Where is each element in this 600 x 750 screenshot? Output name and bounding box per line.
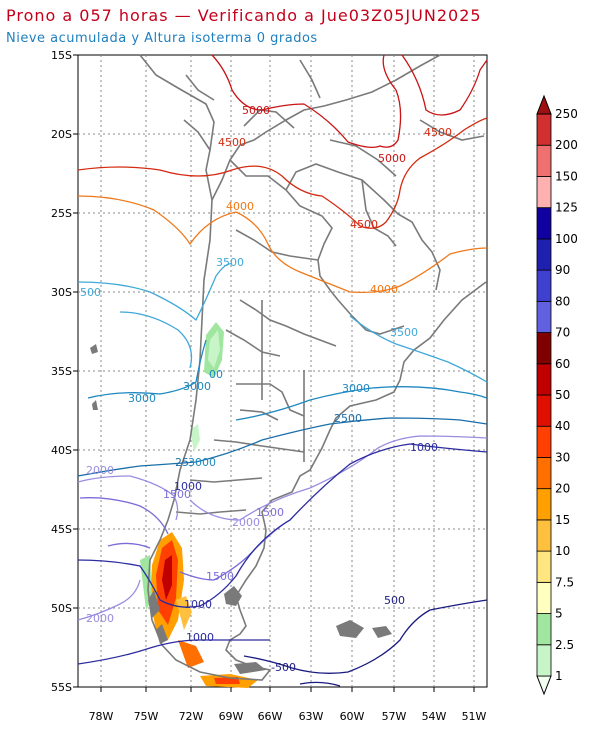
lon-label-60w: 60W <box>340 710 365 723</box>
label-5000-a: 5000 <box>242 104 270 117</box>
lon-label-78w: 78W <box>89 710 114 723</box>
label-2000-b: 2000 <box>232 516 260 529</box>
contour-2000 <box>77 475 179 521</box>
label-3000-a: 3000 <box>183 380 211 393</box>
lat-label-20s: 20S <box>51 128 72 141</box>
label-2500-b: 25 <box>175 456 189 469</box>
map-title: Prono a 057 horas — Verificando a Jue03Z… <box>6 6 482 25</box>
label-2000-c: 2000 <box>86 612 114 625</box>
contour-3500 <box>77 263 233 322</box>
contour-4000 <box>77 195 488 294</box>
label-1000-d: 1000 <box>186 631 214 644</box>
contour-3000 <box>87 339 207 399</box>
label-3000-c: 3000 <box>128 392 156 405</box>
label-2000-a: 2000 <box>86 464 114 477</box>
contour-4500 <box>77 117 488 229</box>
label-3500-b: 500 <box>80 286 101 299</box>
label-1500-a: 1500 <box>163 488 191 501</box>
isotherm-contours <box>77 54 488 687</box>
label-4500-c: 4500 <box>350 218 378 231</box>
label-4500-a: 4500 <box>218 136 246 149</box>
contour-5000 <box>211 54 402 148</box>
snow-shading <box>140 322 258 688</box>
lat-label-45s: 45S <box>51 523 72 536</box>
lon-label-63w: 63W <box>299 710 324 723</box>
contour-2500 <box>77 417 488 477</box>
lon-label-72w: 72W <box>179 710 204 723</box>
lat-label-35s: 35S <box>51 365 72 378</box>
label-1000-a: 1000 <box>174 480 202 493</box>
label-1000-b: 1000 <box>410 441 438 454</box>
label-500-b: -500 <box>271 661 296 674</box>
lat-label-30s: 30S <box>51 286 72 299</box>
label-3500-a: 3500 <box>216 256 244 269</box>
lat-label-15s: 15S <box>51 49 72 62</box>
contour-1500 <box>79 497 169 535</box>
label-3000-e: 3000 <box>188 456 216 469</box>
axis-labels: 15S 20S 25S 30S 35S 40S 45S 50S 55S 78W … <box>51 49 487 723</box>
lat-label-40s: 40S <box>51 444 72 457</box>
label-4500-b: 4500 <box>424 126 452 139</box>
map-subtitle: Nieve acumulada y Altura isoterma 0 grad… <box>6 31 318 46</box>
label-1500-b: 1500 <box>256 506 284 519</box>
lon-label-54w: 54W <box>422 710 447 723</box>
southern-islands <box>90 344 392 674</box>
lat-label-55s: 55S <box>51 681 72 694</box>
contour-labels: 5000 5000 4500 4500 4500 4000 4000 3500 … <box>80 104 452 674</box>
contour-500 <box>243 599 488 674</box>
label-2500-a: 2500 <box>334 412 362 425</box>
label-3500-c: 3500 <box>390 326 418 339</box>
lon-label-57w: 57W <box>382 710 407 723</box>
label-1500-c: 1500 <box>206 570 234 583</box>
label-1000-c: 1000 <box>184 598 212 611</box>
label-4000-b: 4000 <box>370 283 398 296</box>
lon-label-66w: 66W <box>258 710 283 723</box>
axis-ticks <box>73 54 475 692</box>
lat-label-50s: 50S <box>51 602 72 615</box>
label-5000-b: 5000 <box>378 152 406 165</box>
label-3000-d: 3000 <box>342 382 370 395</box>
contour-1000 <box>77 443 488 608</box>
lat-label-25s: 25S <box>51 207 72 220</box>
lon-label-51w: 51W <box>462 710 487 723</box>
lon-label-75w: 75W <box>134 710 159 723</box>
label-4000-a: 4000 <box>226 200 254 213</box>
label-500-a: 500 <box>384 594 405 607</box>
lon-label-69w: 69W <box>219 710 244 723</box>
label-3000-b: 00 <box>209 368 223 381</box>
